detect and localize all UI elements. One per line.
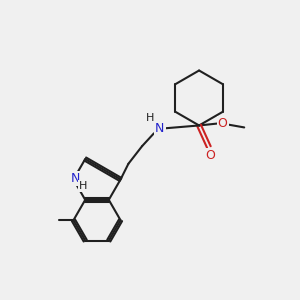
Text: H: H <box>79 181 87 191</box>
Text: N: N <box>155 122 164 135</box>
Text: O: O <box>205 149 215 162</box>
Text: N: N <box>71 172 80 185</box>
Text: O: O <box>218 117 228 130</box>
Text: H: H <box>146 112 154 123</box>
